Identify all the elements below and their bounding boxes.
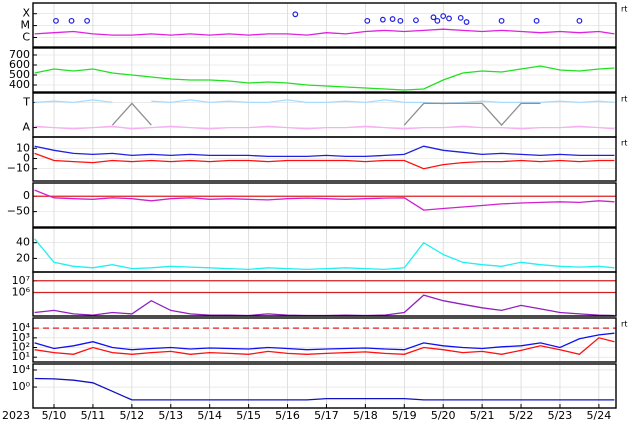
y-tick-label: 10⁷ (12, 274, 30, 287)
event-marker (430, 14, 437, 21)
panel-frame (32, 227, 617, 273)
panel-frame (32, 182, 617, 228)
series-line (34, 294, 615, 317)
series-line (34, 28, 615, 36)
series-line (111, 102, 541, 127)
right-label: rt (621, 139, 627, 148)
x-tick-label: 5/21 (470, 409, 495, 422)
series-line (34, 189, 615, 211)
y-tick-label: 0 (23, 151, 30, 164)
x-tick-label: 5/23 (548, 409, 573, 422)
x-tick-label: 5/19 (392, 409, 417, 422)
y-tick-label: X (22, 7, 30, 20)
event-marker (533, 17, 540, 24)
event-marker (457, 14, 464, 21)
x-tick-label: 5/12 (120, 409, 145, 422)
y-tick-label: 10⁴ (12, 321, 31, 334)
series-line (34, 125, 615, 130)
series-line (34, 337, 615, 356)
y-tick-label: C (22, 30, 30, 43)
y-tick-label: 10² (12, 341, 30, 354)
event-marker (292, 11, 299, 18)
y-tick-label: A (22, 121, 30, 134)
x-tick-label: 5/13 (158, 409, 183, 422)
right-label: rt (621, 320, 627, 329)
y-tick-label: 500 (9, 68, 30, 81)
event-marker (498, 17, 505, 24)
y-tick-label: 10⁰ (12, 380, 31, 393)
panel-frame (32, 47, 617, 93)
year-label: 2023 (2, 409, 30, 422)
x-tick-label: 5/20 (431, 409, 456, 422)
y-tick-label: 20 (16, 251, 30, 264)
panel-frame (32, 92, 617, 138)
series-line (34, 99, 615, 105)
event-marker (446, 15, 452, 22)
event-marker (413, 17, 419, 24)
series-line (34, 332, 615, 351)
y-tick-label: 40 (16, 236, 30, 249)
event-marker (68, 17, 75, 24)
x-tick-label: 5/24 (587, 409, 612, 422)
event-marker (84, 17, 90, 24)
series-line (34, 238, 615, 271)
panel-frame (32, 2, 617, 48)
series-line (34, 377, 615, 401)
event-marker (364, 17, 371, 24)
x-tick-label: 5/16 (275, 409, 300, 422)
event-marker (463, 19, 470, 25)
event-marker (434, 17, 441, 24)
panel-frame (32, 136, 617, 182)
event-marker (397, 17, 404, 24)
x-tick-label: 5/14 (197, 409, 222, 422)
y-tick-label: 10¹ (12, 350, 30, 363)
y-tick-label: 700 (9, 48, 30, 61)
x-tick-label: 5/15 (236, 409, 261, 422)
x-tick-label: 5/10 (42, 409, 67, 422)
x-tick-label: 5/17 (314, 409, 339, 422)
right-label: rt (621, 95, 627, 104)
y-tick-label: T (22, 95, 30, 108)
x-tick-label: 5/11 (81, 409, 106, 422)
y-tick-label: 400 (9, 78, 30, 91)
x-tick-label: 5/18 (353, 409, 378, 422)
y-tick-label: 10⁶ (12, 286, 31, 299)
event-marker (440, 13, 447, 19)
y-tick-label: 10 (16, 141, 30, 154)
event-marker (389, 16, 396, 22)
event-marker (379, 16, 386, 23)
series-line (34, 65, 615, 91)
y-tick-label: 10⁴ (12, 363, 31, 376)
right-label: rt (621, 5, 627, 14)
series-line (34, 152, 615, 170)
y-tick-label: M (21, 19, 31, 32)
x-tick-label: 5/22 (509, 409, 534, 422)
y-tick-label: 0 (23, 189, 30, 202)
y-tick-label: −10 (7, 162, 30, 175)
panel-frame (32, 363, 617, 409)
panel-frame (32, 271, 617, 317)
event-marker (53, 17, 59, 24)
y-tick-label: 10³ (12, 331, 30, 344)
panel-frame (32, 317, 617, 363)
event-marker (576, 17, 583, 24)
series-line (34, 145, 615, 158)
y-tick-label: 600 (9, 58, 30, 71)
y-tick-label: −50 (7, 205, 30, 218)
